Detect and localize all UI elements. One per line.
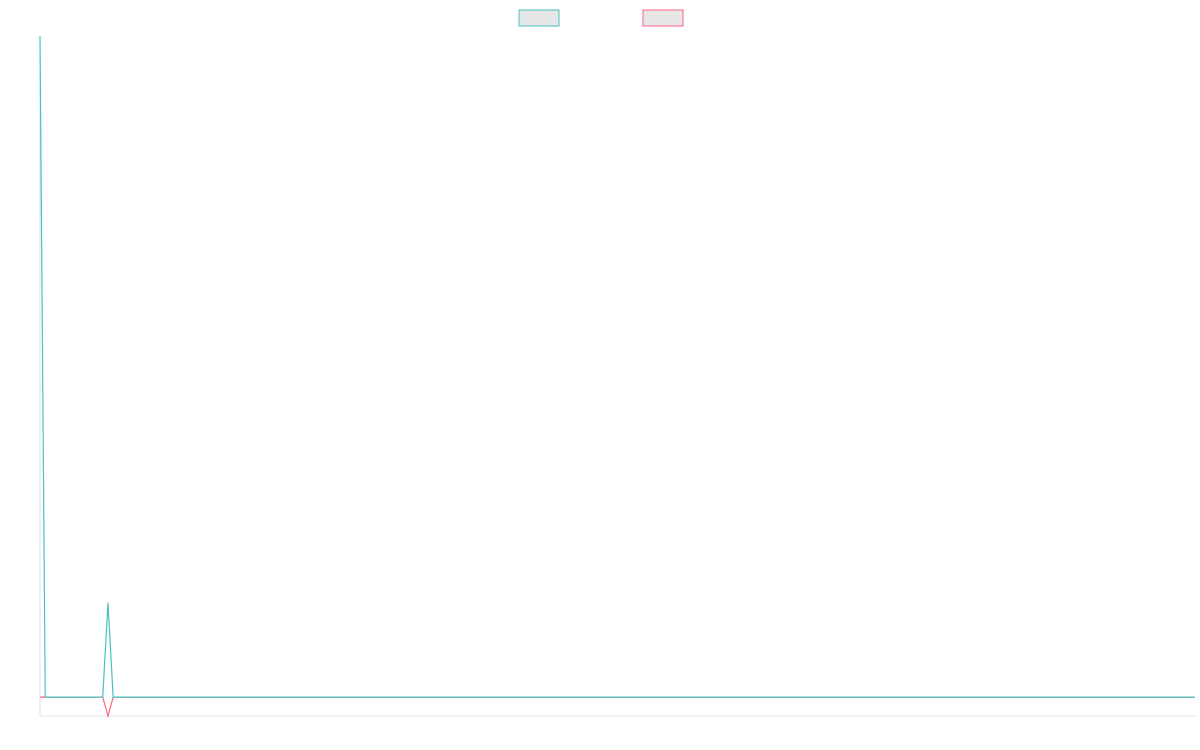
legend-swatch <box>518 9 560 27</box>
legend-swatch <box>642 9 684 27</box>
series-line <box>39 35 1195 698</box>
series-line <box>40 696 1195 719</box>
